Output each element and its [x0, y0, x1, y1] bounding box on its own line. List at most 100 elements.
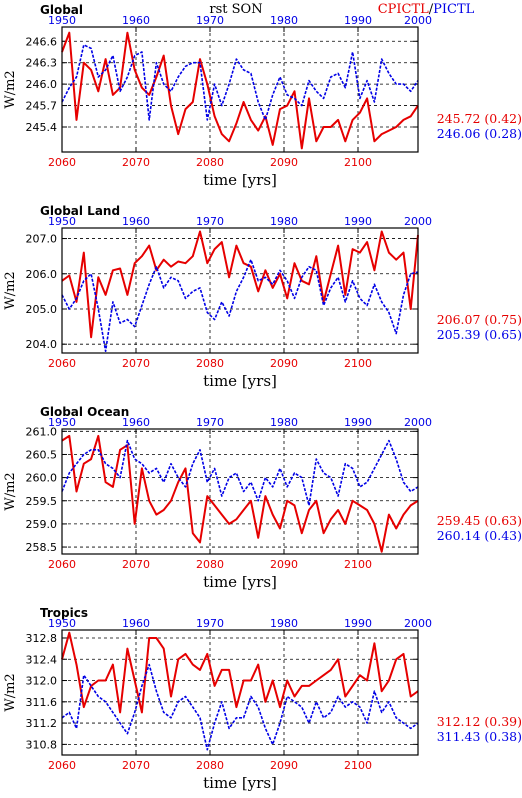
x-top-tick-label: 1980	[270, 215, 298, 228]
x-top-tick-label: 2000	[404, 14, 432, 27]
x-bottom-tick-label: 2100	[344, 558, 372, 571]
x-bottom-tick-label: 2100	[344, 156, 372, 169]
y-tick-label: 245.7	[26, 100, 58, 113]
x-top-tick-label: 1950	[48, 416, 76, 429]
y-tick-label: 312.0	[26, 675, 58, 688]
x-top-tick-label: 1980	[270, 416, 298, 429]
x-bottom-tick-label: 2070	[122, 759, 150, 772]
legend-red-label: CPICTL	[378, 2, 429, 17]
series-line-pictl	[61, 258, 419, 353]
stat-red: 206.07 (0.75)	[437, 312, 522, 327]
x-bottom-tick-label: 2060	[48, 558, 76, 571]
stat-red: 312.12 (0.39)	[437, 714, 522, 729]
y-tick-label: 259.0	[26, 518, 58, 531]
x-bottom-tick-label: 2100	[344, 357, 372, 370]
stat-blue: 311.43 (0.38)	[437, 729, 522, 744]
y-tick-label: 246.3	[26, 57, 58, 70]
x-top-tick-label: 1980	[270, 14, 298, 27]
x-top-tick-label: 1990	[344, 14, 372, 27]
y-tick-label: 310.8	[26, 738, 58, 751]
x-top-tick-label: 1970	[196, 14, 224, 27]
x-top-tick-label: 1970	[196, 416, 224, 429]
series-line-cpictl	[61, 631, 419, 714]
x-bottom-tick-label: 2090	[270, 558, 298, 571]
series-line-pictl	[61, 439, 419, 507]
x-top-tick-label: 1960	[122, 416, 150, 429]
y-tick-label: 258.5	[26, 541, 58, 554]
x-top-tick-label: 1960	[122, 215, 150, 228]
x-top-tick-label: 2000	[404, 416, 432, 429]
y-tick-label: 261.0	[26, 425, 58, 438]
x-bottom-tick-label: 2090	[270, 357, 298, 370]
plot-frame	[61, 227, 419, 354]
x-bottom-tick-label: 2080	[196, 759, 224, 772]
x-top-tick-label: 1960	[122, 14, 150, 27]
panel-title: Global Ocean	[40, 405, 129, 419]
plot-frame	[61, 629, 419, 756]
x-top-tick-label: 2000	[404, 215, 432, 228]
x-top-tick-label: 1950	[48, 617, 76, 630]
y-tick-label: 311.6	[26, 696, 58, 709]
x-bottom-tick-label: 2080	[196, 558, 224, 571]
x-axis-label: time [yrs]	[203, 171, 277, 189]
plot-frame	[61, 428, 419, 555]
y-tick-label: 205.0	[26, 303, 58, 316]
x-top-tick-label: 1970	[196, 617, 224, 630]
y-tick-label: 311.2	[26, 717, 58, 730]
x-bottom-tick-label: 2070	[122, 357, 150, 370]
y-axis-label: W/m2	[3, 271, 18, 309]
y-tick-label: 246.0	[26, 78, 58, 91]
legend-separator: /	[429, 2, 434, 17]
y-axis-label: W/m2	[3, 472, 18, 510]
stat-red: 259.45 (0.63)	[437, 513, 522, 528]
y-tick-label: 260.5	[26, 448, 58, 461]
x-axis-label: time [yrs]	[203, 573, 277, 591]
legend-blue-label: PICTL	[433, 2, 475, 17]
stat-blue: 205.39 (0.65)	[437, 327, 522, 342]
panel-title: Global Land	[40, 204, 120, 218]
x-top-tick-label: 1990	[344, 215, 372, 228]
y-tick-label: 259.5	[26, 495, 58, 508]
legend-label: CPICTL/PICTL	[378, 2, 475, 17]
panel-title: Global	[40, 3, 83, 17]
y-axis-label: W/m2	[3, 70, 18, 108]
y-tick-label: 204.0	[26, 338, 58, 351]
series-line-cpictl	[61, 230, 419, 339]
x-bottom-tick-label: 2100	[344, 759, 372, 772]
x-top-tick-label: 1950	[48, 14, 76, 27]
x-bottom-tick-label: 2060	[48, 759, 76, 772]
y-tick-label: 312.4	[26, 653, 58, 666]
series-line-cpictl	[61, 31, 419, 150]
plot-frame	[61, 26, 419, 153]
x-bottom-tick-label: 2070	[122, 558, 150, 571]
series-line-pictl	[61, 44, 419, 121]
y-tick-label: 207.0	[26, 233, 58, 246]
x-top-tick-label: 1990	[344, 416, 372, 429]
x-bottom-tick-label: 2080	[196, 156, 224, 169]
y-tick-label: 245.4	[26, 121, 58, 134]
x-top-tick-label: 2000	[404, 617, 432, 630]
x-bottom-tick-label: 2060	[48, 357, 76, 370]
x-bottom-tick-label: 2090	[270, 759, 298, 772]
x-bottom-tick-label: 2090	[270, 156, 298, 169]
y-tick-label: 246.6	[26, 35, 58, 48]
x-top-tick-label: 1960	[122, 617, 150, 630]
x-bottom-tick-label: 2060	[48, 156, 76, 169]
x-top-tick-label: 1980	[270, 617, 298, 630]
y-tick-label: 312.8	[26, 632, 58, 645]
x-axis-label: time [yrs]	[203, 372, 277, 390]
stat-blue: 246.06 (0.28)	[437, 126, 522, 141]
figure-title: rst SON	[209, 2, 262, 17]
panel-title: Tropics	[40, 606, 88, 620]
x-top-tick-label: 1970	[196, 215, 224, 228]
x-top-tick-label: 1950	[48, 215, 76, 228]
x-bottom-tick-label: 2080	[196, 357, 224, 370]
series-line-cpictl	[61, 434, 419, 553]
stat-red: 245.72 (0.42)	[437, 111, 522, 126]
y-tick-label: 260.0	[26, 472, 58, 485]
